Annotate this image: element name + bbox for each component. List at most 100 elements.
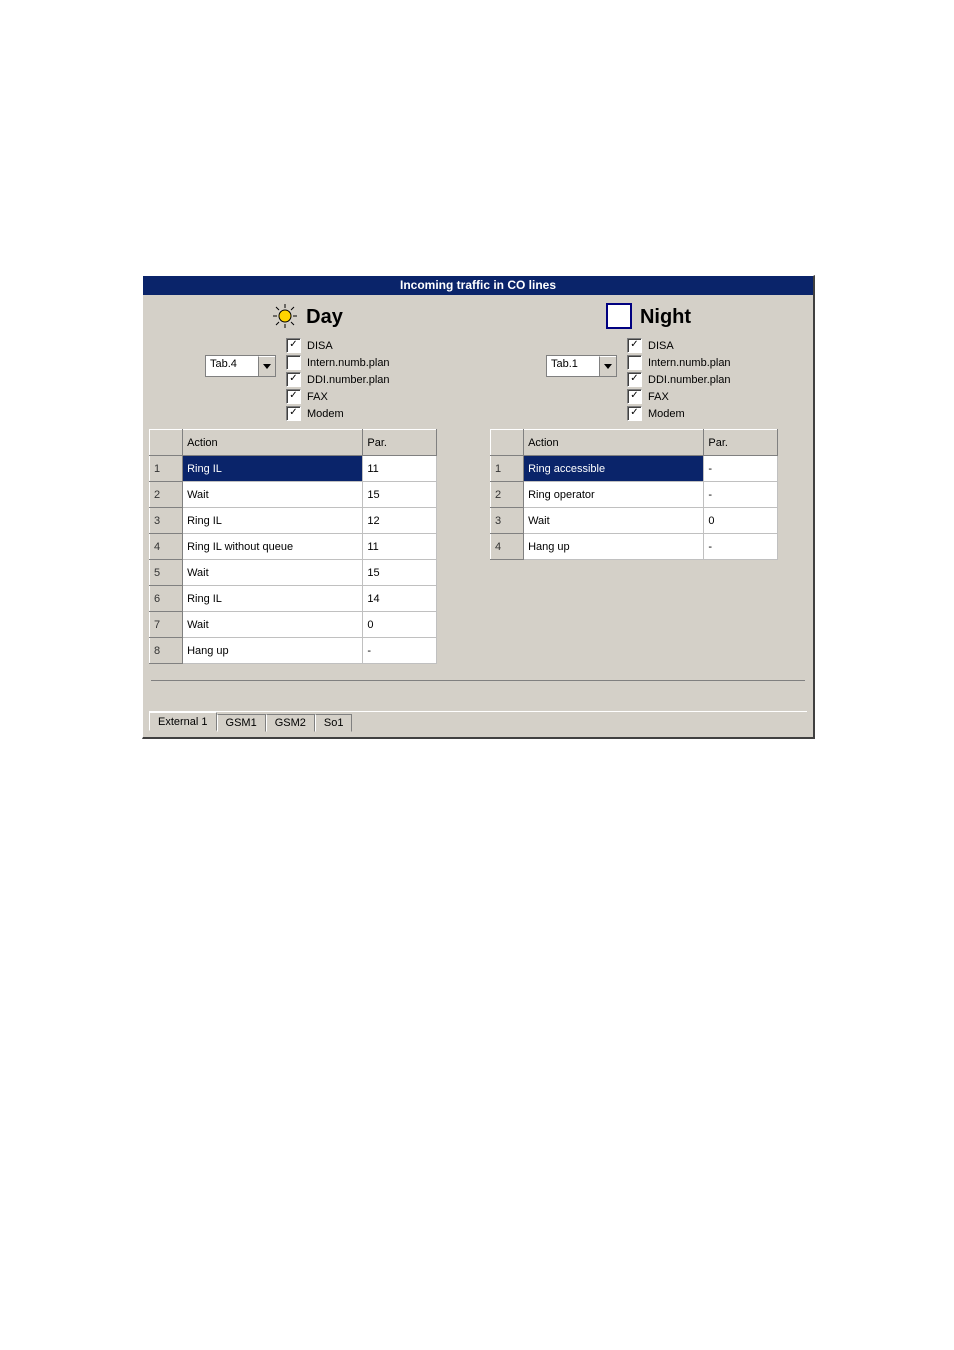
table-row[interactable]: 6Ring IL14 — [150, 586, 437, 612]
cell-action[interactable]: Wait — [183, 560, 363, 586]
cell-action[interactable]: Wait — [183, 612, 363, 638]
option-label: DDI.number.plan — [648, 374, 731, 386]
cell-action[interactable]: Hang up — [183, 638, 363, 664]
option-label: Modem — [307, 408, 344, 420]
cell-par[interactable]: - — [704, 534, 778, 560]
row-number: 5 — [150, 560, 183, 586]
checkbox-icon[interactable] — [286, 355, 301, 370]
table-row[interactable]: 1Ring IL11 — [150, 456, 437, 482]
checkbox-icon[interactable] — [627, 389, 642, 404]
row-number: 4 — [150, 534, 183, 560]
table-row[interactable]: 4Hang up- — [491, 534, 778, 560]
table-row[interactable]: 5Wait15 — [150, 560, 437, 586]
cell-par[interactable]: - — [363, 638, 437, 664]
day-option-disa[interactable]: DISA — [286, 338, 390, 353]
row-number: 4 — [491, 534, 524, 560]
column-action[interactable]: Action — [524, 430, 704, 456]
option-label: Intern.numb.plan — [648, 357, 731, 369]
night-tab-select-value: Tab.1 — [547, 356, 599, 376]
night-option-disa[interactable]: DISA — [627, 338, 731, 353]
cell-action[interactable]: Ring IL — [183, 586, 363, 612]
tab-gsm1[interactable]: GSM1 — [217, 714, 266, 732]
tab-external-1[interactable]: External 1 — [149, 712, 217, 731]
night-option-ddi-number-plan[interactable]: DDI.number.plan — [627, 372, 731, 387]
cell-par[interactable]: 15 — [363, 560, 437, 586]
tab-strip: External 1GSM1GSM2So1 — [149, 711, 807, 731]
cell-action[interactable]: Ring accessible — [524, 456, 704, 482]
dropdown-arrow-icon[interactable] — [258, 356, 275, 376]
table-row[interactable]: 2Wait15 — [150, 482, 437, 508]
cell-action[interactable]: Ring IL — [183, 508, 363, 534]
cell-par[interactable]: 15 — [363, 482, 437, 508]
table-row[interactable]: 2Ring operator- — [491, 482, 778, 508]
option-label: DISA — [648, 340, 674, 352]
night-action-table[interactable]: Action Par. 1Ring accessible-2Ring opera… — [490, 429, 778, 560]
day-option-modem[interactable]: Modem — [286, 406, 390, 421]
day-action-table[interactable]: Action Par. 1Ring IL112Wait153Ring IL124… — [149, 429, 437, 664]
row-number: 7 — [150, 612, 183, 638]
checkbox-icon[interactable] — [286, 406, 301, 421]
table-row[interactable]: 7Wait0 — [150, 612, 437, 638]
night-tab-select[interactable]: Tab.1 — [546, 355, 617, 377]
window-title: Incoming traffic in CO lines — [143, 276, 813, 295]
row-number: 1 — [491, 456, 524, 482]
day-tab-select-value: Tab.4 — [206, 356, 258, 376]
cell-action[interactable]: Ring IL — [183, 456, 363, 482]
night-panel: Night Tab.1 DISA Intern.numb.plan DDI.numb… — [490, 299, 807, 664]
checkbox-icon[interactable] — [627, 338, 642, 353]
row-number: 3 — [491, 508, 524, 534]
row-number: 2 — [150, 482, 183, 508]
checkbox-icon[interactable] — [286, 372, 301, 387]
table-row[interactable]: 3Wait0 — [491, 508, 778, 534]
cell-par[interactable]: - — [704, 482, 778, 508]
option-label: FAX — [648, 391, 669, 403]
option-label: DDI.number.plan — [307, 374, 390, 386]
cell-action[interactable]: Wait — [524, 508, 704, 534]
row-number: 8 — [150, 638, 183, 664]
checkbox-icon[interactable] — [627, 355, 642, 370]
dropdown-arrow-icon[interactable] — [599, 356, 616, 376]
night-label: Night — [640, 306, 691, 329]
column-par[interactable]: Par. — [363, 430, 437, 456]
cell-par[interactable]: 11 — [363, 456, 437, 482]
column-action[interactable]: Action — [183, 430, 363, 456]
day-panel: Day Tab.4 DISA Intern.numb.plan DDI.number… — [149, 299, 466, 664]
night-option-modem[interactable]: Modem — [627, 406, 731, 421]
tab-gsm2[interactable]: GSM2 — [266, 714, 315, 732]
cell-action[interactable]: Hang up — [524, 534, 704, 560]
checkbox-icon[interactable] — [627, 406, 642, 421]
table-row[interactable]: 4Ring IL without queue11 — [150, 534, 437, 560]
sun-icon — [272, 303, 298, 332]
column-par[interactable]: Par. — [704, 430, 778, 456]
cell-par[interactable]: 0 — [363, 612, 437, 638]
night-option-intern-numb-plan[interactable]: Intern.numb.plan — [627, 355, 731, 370]
night-option-fax[interactable]: FAX — [627, 389, 731, 404]
table-row[interactable]: 8Hang up- — [150, 638, 437, 664]
checkbox-icon[interactable] — [286, 389, 301, 404]
option-label: FAX — [307, 391, 328, 403]
table-corner — [491, 430, 524, 456]
table-row[interactable]: 1Ring accessible- — [491, 456, 778, 482]
cell-par[interactable]: 11 — [363, 534, 437, 560]
day-label: Day — [306, 306, 343, 329]
cell-action[interactable]: Ring IL without queue — [183, 534, 363, 560]
checkbox-icon[interactable] — [286, 338, 301, 353]
checkbox-icon[interactable] — [627, 372, 642, 387]
cell-par[interactable]: 0 — [704, 508, 778, 534]
day-option-fax[interactable]: FAX — [286, 389, 390, 404]
cell-par[interactable]: 12 — [363, 508, 437, 534]
cell-par[interactable]: - — [704, 456, 778, 482]
config-window: Incoming traffic in CO lines — [142, 275, 815, 739]
day-option-ddi-number-plan[interactable]: DDI.number.plan — [286, 372, 390, 387]
row-number: 3 — [150, 508, 183, 534]
row-number: 1 — [150, 456, 183, 482]
cell-action[interactable]: Ring operator — [524, 482, 704, 508]
table-row[interactable]: 3Ring IL12 — [150, 508, 437, 534]
tab-so1[interactable]: So1 — [315, 714, 353, 732]
cell-action[interactable]: Wait — [183, 482, 363, 508]
option-label: Modem — [648, 408, 685, 420]
day-option-intern-numb-plan[interactable]: Intern.numb.plan — [286, 355, 390, 370]
cell-par[interactable]: 14 — [363, 586, 437, 612]
option-label: DISA — [307, 340, 333, 352]
day-tab-select[interactable]: Tab.4 — [205, 355, 276, 377]
